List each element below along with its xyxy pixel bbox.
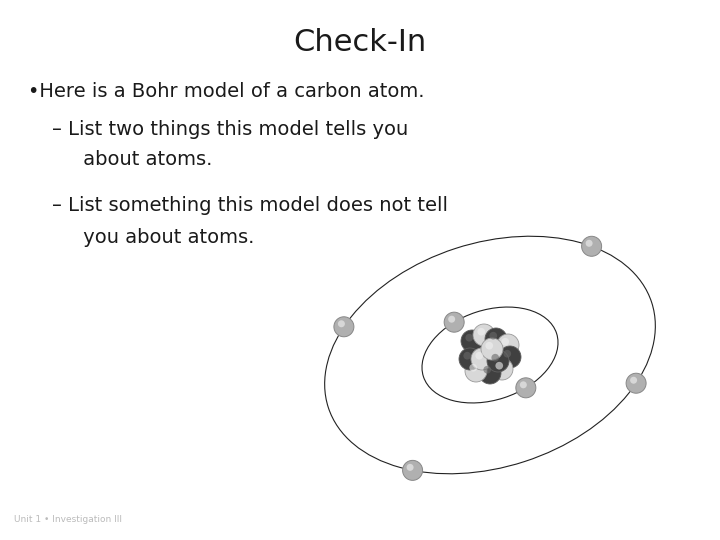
Circle shape [483,366,491,374]
Circle shape [477,328,485,335]
Circle shape [464,352,471,360]
Circle shape [334,317,354,337]
Circle shape [503,350,511,357]
Circle shape [485,328,507,350]
Circle shape [444,312,464,332]
Circle shape [501,338,509,346]
Circle shape [485,342,493,349]
Text: Unit 1 • Investigation III: Unit 1 • Investigation III [14,515,122,524]
Circle shape [461,330,483,352]
Circle shape [499,346,521,368]
Circle shape [491,354,499,362]
Circle shape [469,364,477,372]
Circle shape [471,348,493,370]
Circle shape [465,360,487,382]
Text: Check-In: Check-In [293,28,427,57]
Circle shape [459,348,481,370]
Circle shape [402,461,423,481]
Text: •Here is a Bohr model of a carbon atom.: •Here is a Bohr model of a carbon atom. [28,82,425,101]
Circle shape [490,332,497,340]
Text: – List something this model does not tell: – List something this model does not tel… [52,196,448,215]
Circle shape [465,334,473,341]
Circle shape [475,352,483,360]
Circle shape [582,237,602,256]
Text: you about atoms.: you about atoms. [52,228,254,247]
Circle shape [491,358,513,380]
Circle shape [630,377,637,384]
Circle shape [479,362,501,384]
Circle shape [448,316,455,323]
Circle shape [585,240,593,247]
Circle shape [626,373,646,393]
Circle shape [481,338,503,360]
Circle shape [516,378,536,398]
Circle shape [473,324,495,346]
Circle shape [407,464,413,471]
Circle shape [487,350,509,372]
Circle shape [495,362,503,369]
Text: – List two things this model tells you: – List two things this model tells you [52,120,408,139]
Text: about atoms.: about atoms. [52,150,212,169]
Circle shape [520,381,527,388]
Circle shape [338,320,345,327]
Circle shape [497,334,519,356]
